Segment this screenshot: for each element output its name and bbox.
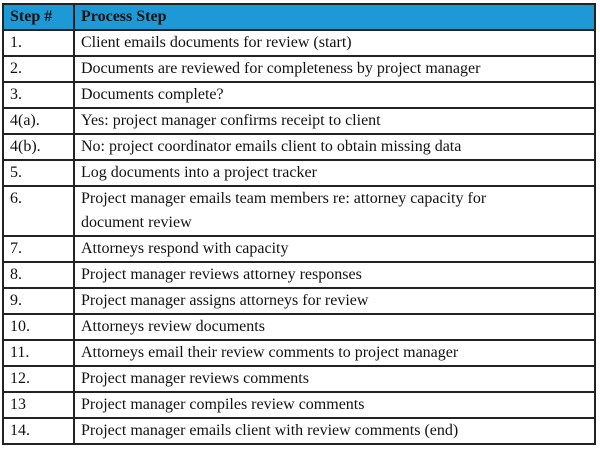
table-row: 12. Project manager reviews comments bbox=[2, 365, 596, 393]
table-row: 6. Project manager emails team members re… bbox=[2, 185, 596, 237]
step-number-cell: 13 bbox=[2, 391, 75, 419]
table-row: 1. Client emails documents for review (st… bbox=[2, 29, 596, 57]
header-step-number: Step # bbox=[2, 3, 75, 31]
table-row: 13 Project manager compiles review commen… bbox=[2, 391, 596, 419]
process-step-cell: No: project coordinator emails client to… bbox=[73, 133, 596, 161]
process-step-cell: Client emails documents for review (star… bbox=[73, 29, 596, 57]
step-number-cell: 9. bbox=[2, 287, 75, 315]
step-number-cell: 7. bbox=[2, 235, 75, 263]
table-row: 8. Project manager reviews attorney respo… bbox=[2, 261, 596, 289]
table-row: 14. Project manager emails client with re… bbox=[2, 417, 596, 445]
table-row: 9. Project manager assigns attorneys for … bbox=[2, 287, 596, 315]
process-step-cell: Project manager compiles review comments bbox=[73, 391, 596, 419]
process-step-cell: Project manager assigns attorneys for re… bbox=[73, 287, 596, 315]
table-row: 5. Log documents into a project tracker bbox=[2, 159, 596, 187]
process-step-cell: Project manager reviews attorney respons… bbox=[73, 261, 596, 289]
process-step-cell: Attorneys review documents bbox=[73, 313, 596, 341]
header-process-step: Process Step bbox=[73, 3, 596, 31]
process-step-cell: Project manager reviews comments bbox=[73, 365, 596, 393]
process-step-cell: Log documents into a project tracker bbox=[73, 159, 596, 187]
process-steps-table: Step # Process Step 1. Client emails docu… bbox=[2, 3, 596, 445]
table-row: 3. Documents complete? bbox=[2, 81, 596, 109]
process-step-cell: Attorneys email their review comments to… bbox=[73, 339, 596, 367]
table-header-row: Step # Process Step bbox=[2, 3, 596, 31]
step-number-cell: 1. bbox=[2, 29, 75, 57]
process-step-cell: Documents are reviewed for completeness … bbox=[73, 55, 596, 83]
process-step-cell: Attorneys respond with capacity bbox=[73, 235, 596, 263]
process-step-cell: Project manager emails client with revie… bbox=[73, 417, 596, 445]
step-number-cell: 8. bbox=[2, 261, 75, 289]
process-step-cell: Project manager emails team members re: … bbox=[73, 185, 596, 237]
step-number-cell: 4(b). bbox=[2, 133, 75, 161]
process-step-cell: Yes: project manager confirms receipt to… bbox=[73, 107, 596, 135]
step-number-cell: 12. bbox=[2, 365, 75, 393]
table-row: 7. Attorneys respond with capacity bbox=[2, 235, 596, 263]
step-number-cell: 10. bbox=[2, 313, 75, 341]
step-number-cell: 2. bbox=[2, 55, 75, 83]
table-row: 2. Documents are reviewed for completenes… bbox=[2, 55, 596, 83]
step-number-cell: 6. bbox=[2, 185, 75, 237]
step-number-cell: 4(a). bbox=[2, 107, 75, 135]
step-number-cell: 14. bbox=[2, 417, 75, 445]
step-number-cell: 3. bbox=[2, 81, 75, 109]
process-step-cell: Documents complete? bbox=[73, 81, 596, 109]
step-number-cell: 5. bbox=[2, 159, 75, 187]
table-row: 4(b). No: project coordinator emails clie… bbox=[2, 133, 596, 161]
step-number-cell: 11. bbox=[2, 339, 75, 367]
table-row: 10. Attorneys review documents bbox=[2, 313, 596, 341]
table-row: 4(a). Yes: project manager confirms recei… bbox=[2, 107, 596, 135]
table-row: 11. Attorneys email their review comments… bbox=[2, 339, 596, 367]
